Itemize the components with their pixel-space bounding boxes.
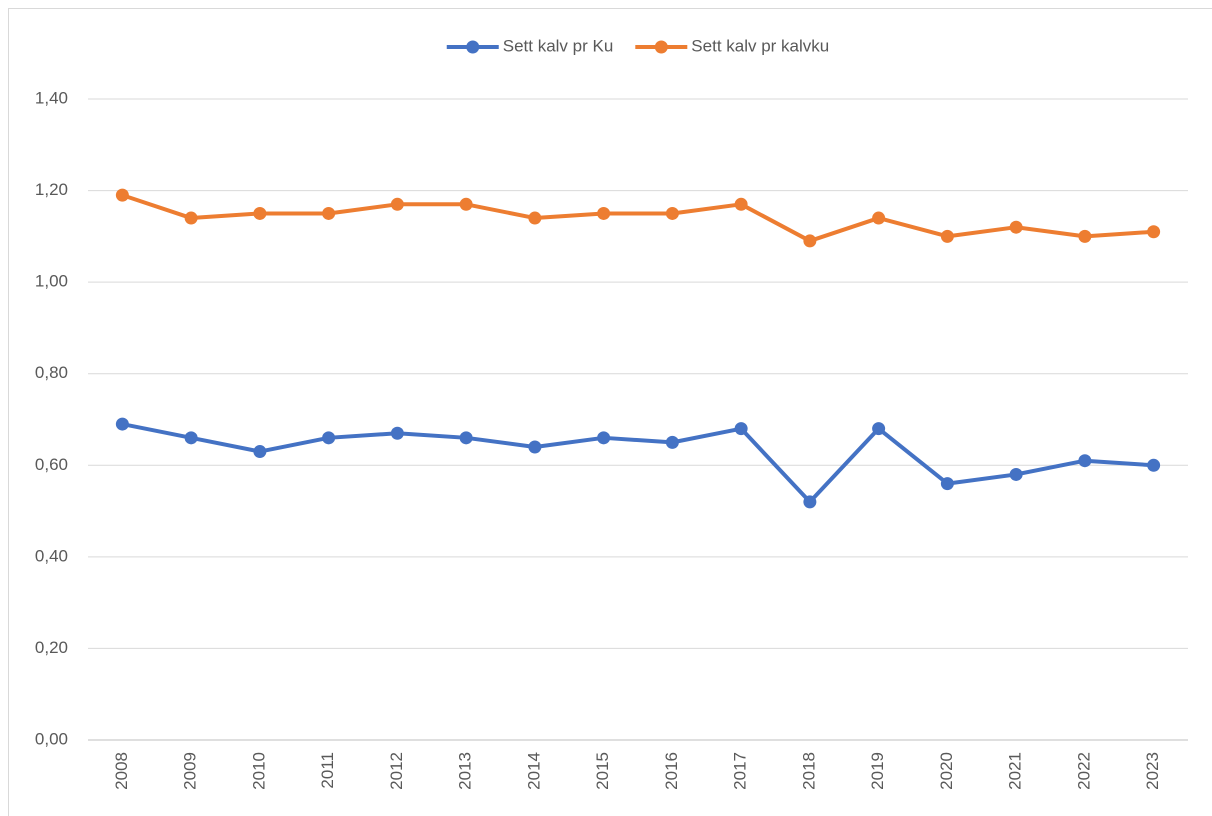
- y-tick-label: 0,20: [35, 638, 68, 657]
- x-tick-label: 2013: [456, 752, 475, 790]
- data-point: [665, 435, 679, 449]
- data-point: [1078, 229, 1092, 243]
- y-tick-label: 1,40: [35, 88, 68, 107]
- x-tick-label: 2008: [112, 752, 131, 790]
- data-point: [390, 197, 404, 211]
- y-tick-label: 1,00: [35, 272, 68, 291]
- data-point: [322, 206, 336, 220]
- data-point: [115, 188, 129, 202]
- data-point: [1009, 220, 1023, 234]
- chart-border: [8, 8, 1212, 816]
- series-line: [121, 422, 1154, 504]
- data-point: [528, 211, 542, 225]
- data-point: [528, 440, 542, 454]
- x-tick-label: 2020: [937, 752, 956, 790]
- data-point: [253, 445, 267, 459]
- x-tick-label: 2023: [1143, 752, 1162, 790]
- data-point: [390, 426, 404, 440]
- y-tick-label: 0,60: [35, 455, 68, 474]
- x-tick-label: 2011: [318, 752, 337, 789]
- legend-marker: [654, 40, 668, 54]
- data-point: [1078, 454, 1092, 468]
- data-point: [665, 206, 679, 220]
- x-tick-label: 2015: [593, 752, 612, 790]
- x-tick-label: 2021: [1006, 752, 1025, 790]
- data-point: [1147, 225, 1161, 239]
- y-tick-label: 0,00: [35, 729, 68, 748]
- data-point: [115, 417, 129, 431]
- data-point: [734, 197, 748, 211]
- legend-label: Sett kalv pr Ku: [503, 36, 614, 55]
- data-point: [322, 431, 336, 445]
- data-point: [459, 197, 473, 211]
- data-point: [184, 211, 198, 225]
- x-tick-label: 2022: [1074, 752, 1093, 790]
- data-point: [734, 422, 748, 436]
- y-tick-label: 0,40: [35, 546, 68, 565]
- data-point: [940, 477, 954, 491]
- data-point: [253, 206, 267, 220]
- data-point: [597, 206, 611, 220]
- data-point: [1009, 467, 1023, 481]
- x-tick-label: 2014: [524, 752, 543, 790]
- data-point: [940, 229, 954, 243]
- x-tick-label: 2012: [387, 752, 406, 790]
- data-point: [1147, 458, 1161, 472]
- x-tick-label: 2009: [181, 752, 200, 790]
- y-tick-label: 1,20: [35, 180, 68, 199]
- y-tick-label: 0,80: [35, 363, 68, 382]
- x-tick-label: 2018: [799, 752, 818, 790]
- data-point: [597, 431, 611, 445]
- x-tick-label: 2016: [662, 752, 681, 790]
- x-tick-label: 2010: [249, 752, 268, 790]
- data-point: [803, 234, 817, 248]
- data-point: [184, 431, 198, 445]
- series-line: [121, 193, 1154, 243]
- x-tick-label: 2017: [731, 752, 750, 790]
- legend-marker: [466, 40, 480, 54]
- x-tick-label: 2019: [868, 752, 887, 790]
- legend-label: Sett kalv pr kalvku: [691, 36, 829, 55]
- data-point: [803, 495, 817, 509]
- data-point: [459, 431, 473, 445]
- legend: Sett kalv pr Ku Sett kalv pr kalvku: [446, 36, 829, 55]
- data-point: [872, 422, 886, 436]
- data-point: [872, 211, 886, 225]
